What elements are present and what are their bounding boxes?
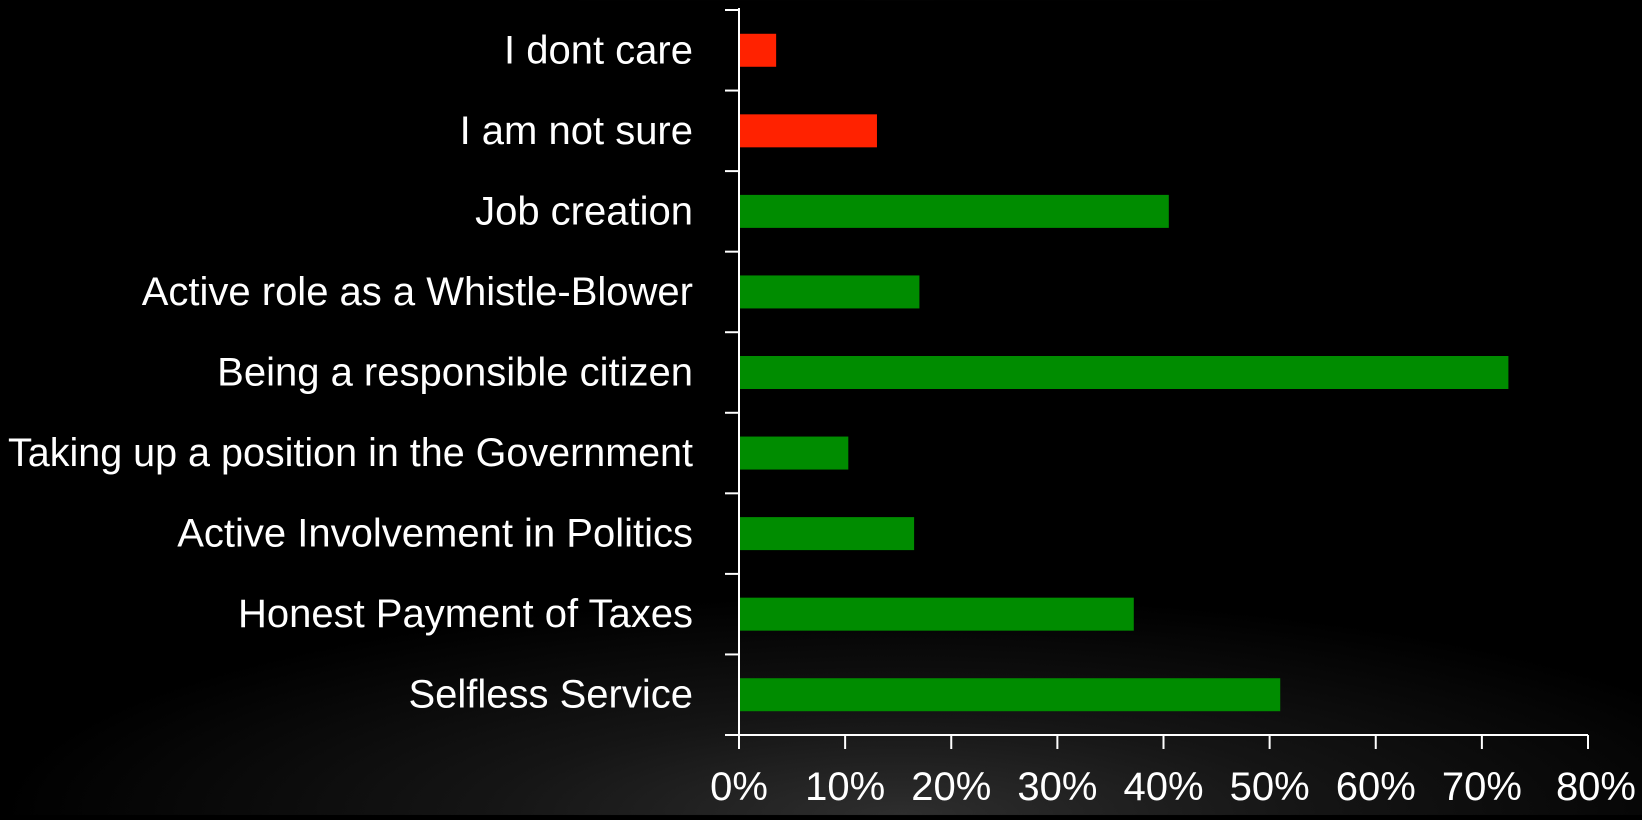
x-tick-label: 40% <box>1123 765 1203 809</box>
bar-selfless-service <box>739 678 1281 712</box>
category-label: I dont care <box>504 28 693 72</box>
category-label: Job creation <box>475 189 693 233</box>
category-label: Active role as a Whistle-Blower <box>142 270 693 314</box>
x-tick-label: 0% <box>710 765 768 809</box>
bars-layer <box>739 33 1509 712</box>
x-tick-label: 20% <box>911 765 991 809</box>
x-tick-label: 50% <box>1230 765 1310 809</box>
category-label: Taking up a position in the Government <box>8 431 693 475</box>
x-tick-label: 10% <box>805 765 885 809</box>
bar-being-a-responsible-citizen <box>739 356 1509 389</box>
category-label: Being a responsible citizen <box>217 351 693 395</box>
x-tick-label: 60% <box>1336 765 1416 809</box>
category-label: I am not sure <box>460 109 693 153</box>
bar-honest-payment-of-taxes <box>739 597 1134 631</box>
x-tick-label: 80% <box>1556 765 1636 809</box>
bar-i-am-not-sure <box>739 114 877 148</box>
x-tick-label: 30% <box>1017 765 1097 809</box>
bar-active-role-as-a-whistle-blower <box>739 275 920 309</box>
category-label: Selfless Service <box>408 673 693 717</box>
bar-job-creation <box>739 194 1169 228</box>
category-label: Honest Payment of Taxes <box>238 592 693 636</box>
bar-i-dont-care <box>739 33 777 67</box>
axes-layer <box>725 8 1589 749</box>
x-tick-label: 70% <box>1442 765 1522 809</box>
bar-active-involvement-in-politics <box>739 517 915 551</box>
category-label: Active Involvement in Politics <box>177 512 693 556</box>
labels-layer: I dont care I am not sure Job creation Acti… <box>8 28 1636 809</box>
bar-taking-up-a-position-in-the-government <box>739 436 849 470</box>
